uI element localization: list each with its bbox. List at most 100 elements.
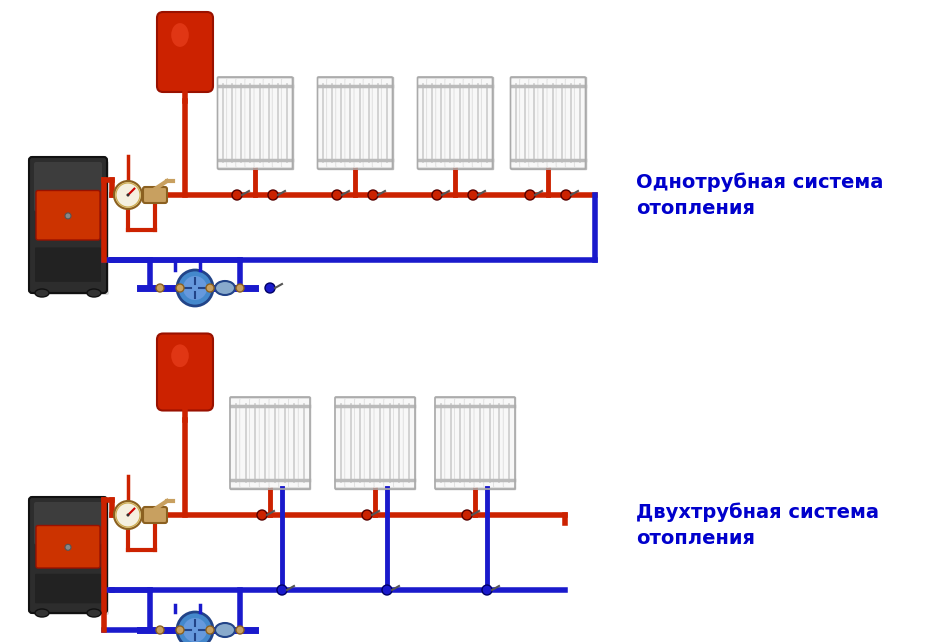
FancyBboxPatch shape: [511, 77, 586, 169]
FancyBboxPatch shape: [34, 502, 102, 544]
Ellipse shape: [163, 17, 211, 91]
FancyBboxPatch shape: [35, 574, 101, 603]
Circle shape: [236, 284, 244, 292]
FancyBboxPatch shape: [484, 399, 496, 487]
Ellipse shape: [171, 23, 189, 47]
FancyBboxPatch shape: [245, 78, 256, 168]
Circle shape: [156, 284, 164, 292]
Circle shape: [65, 213, 71, 219]
FancyBboxPatch shape: [373, 78, 383, 168]
Circle shape: [332, 190, 342, 200]
FancyBboxPatch shape: [417, 78, 429, 168]
FancyBboxPatch shape: [327, 78, 338, 168]
FancyBboxPatch shape: [345, 399, 357, 487]
FancyBboxPatch shape: [218, 78, 229, 168]
FancyBboxPatch shape: [143, 507, 167, 523]
FancyBboxPatch shape: [218, 77, 292, 169]
Circle shape: [116, 183, 140, 207]
Text: Двухтрубная система
отопления: Двухтрубная система отопления: [636, 502, 879, 548]
Circle shape: [183, 618, 207, 642]
FancyBboxPatch shape: [254, 78, 265, 168]
FancyBboxPatch shape: [227, 78, 238, 168]
Circle shape: [257, 510, 267, 520]
FancyBboxPatch shape: [474, 399, 486, 487]
FancyBboxPatch shape: [230, 399, 242, 487]
Circle shape: [126, 514, 130, 517]
FancyBboxPatch shape: [298, 399, 310, 487]
FancyBboxPatch shape: [249, 399, 262, 487]
FancyBboxPatch shape: [157, 12, 213, 92]
FancyBboxPatch shape: [473, 78, 484, 168]
Circle shape: [368, 190, 378, 200]
Circle shape: [114, 501, 142, 529]
Ellipse shape: [171, 344, 189, 367]
Ellipse shape: [87, 609, 101, 617]
Circle shape: [468, 190, 478, 200]
FancyBboxPatch shape: [393, 399, 405, 487]
Circle shape: [116, 503, 140, 527]
Ellipse shape: [163, 338, 211, 410]
FancyBboxPatch shape: [493, 399, 505, 487]
Circle shape: [232, 190, 242, 200]
FancyBboxPatch shape: [345, 78, 356, 168]
Circle shape: [65, 544, 71, 550]
FancyBboxPatch shape: [335, 78, 347, 168]
FancyBboxPatch shape: [463, 78, 474, 168]
Circle shape: [482, 585, 492, 595]
FancyBboxPatch shape: [335, 399, 347, 487]
FancyBboxPatch shape: [417, 77, 492, 169]
FancyBboxPatch shape: [335, 397, 415, 489]
FancyBboxPatch shape: [384, 399, 395, 487]
FancyBboxPatch shape: [435, 397, 515, 489]
Circle shape: [362, 510, 372, 520]
FancyBboxPatch shape: [36, 526, 100, 568]
FancyBboxPatch shape: [272, 78, 283, 168]
Circle shape: [268, 190, 278, 200]
Ellipse shape: [35, 289, 49, 297]
FancyBboxPatch shape: [364, 399, 376, 487]
FancyBboxPatch shape: [565, 78, 576, 168]
FancyBboxPatch shape: [435, 399, 446, 487]
Circle shape: [177, 270, 213, 306]
Circle shape: [525, 190, 535, 200]
FancyBboxPatch shape: [29, 497, 107, 613]
FancyBboxPatch shape: [374, 399, 386, 487]
FancyBboxPatch shape: [519, 78, 531, 168]
FancyBboxPatch shape: [445, 78, 456, 168]
FancyBboxPatch shape: [355, 399, 366, 487]
FancyBboxPatch shape: [289, 399, 300, 487]
FancyBboxPatch shape: [143, 187, 167, 203]
FancyBboxPatch shape: [260, 399, 271, 487]
Circle shape: [176, 626, 184, 634]
FancyBboxPatch shape: [481, 78, 492, 168]
Circle shape: [432, 190, 442, 200]
Circle shape: [236, 626, 244, 634]
FancyBboxPatch shape: [403, 399, 415, 487]
FancyBboxPatch shape: [538, 78, 549, 168]
FancyBboxPatch shape: [381, 78, 392, 168]
Circle shape: [265, 283, 275, 293]
FancyBboxPatch shape: [35, 247, 101, 282]
FancyBboxPatch shape: [464, 399, 476, 487]
Circle shape: [183, 276, 207, 300]
FancyBboxPatch shape: [240, 399, 251, 487]
Ellipse shape: [215, 623, 235, 637]
FancyBboxPatch shape: [318, 77, 392, 169]
Circle shape: [206, 284, 214, 292]
Circle shape: [177, 612, 213, 642]
FancyBboxPatch shape: [36, 191, 100, 240]
FancyBboxPatch shape: [436, 78, 446, 168]
Circle shape: [277, 585, 287, 595]
FancyBboxPatch shape: [556, 78, 567, 168]
FancyBboxPatch shape: [34, 162, 102, 211]
Circle shape: [206, 626, 214, 634]
FancyBboxPatch shape: [230, 397, 310, 489]
FancyBboxPatch shape: [503, 399, 515, 487]
FancyBboxPatch shape: [547, 78, 559, 168]
Ellipse shape: [215, 281, 235, 295]
FancyBboxPatch shape: [455, 399, 466, 487]
Circle shape: [382, 585, 392, 595]
Circle shape: [561, 190, 571, 200]
FancyBboxPatch shape: [318, 78, 329, 168]
FancyBboxPatch shape: [33, 161, 109, 295]
